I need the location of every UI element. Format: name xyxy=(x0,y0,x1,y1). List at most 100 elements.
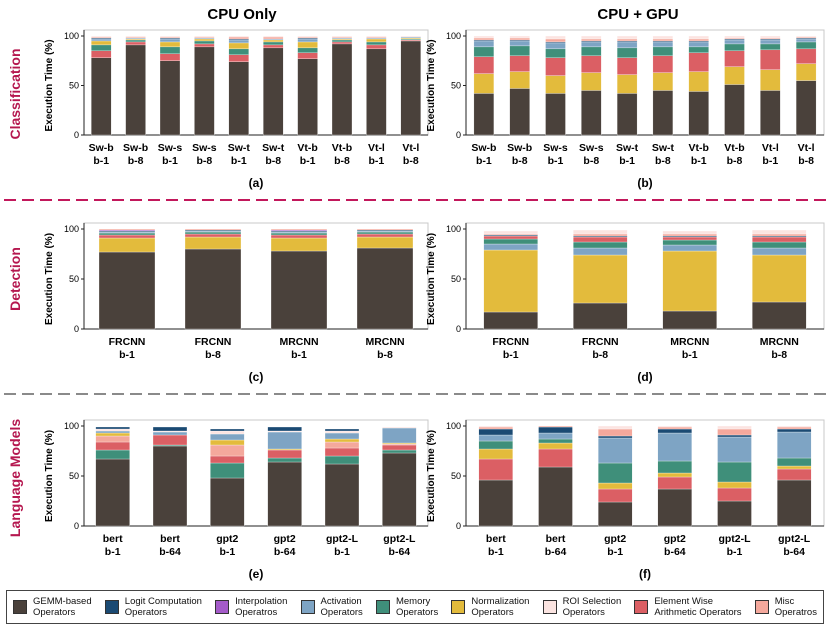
x-tick-label-model: Sw-b xyxy=(123,142,148,154)
x-tick-label-batch: b-1 xyxy=(691,155,707,167)
bar-segment-elem xyxy=(194,43,215,48)
y-axis-label: Execution Time (%) xyxy=(426,39,437,131)
bar-segment-roi xyxy=(324,430,360,434)
legend-item-logit: Logit Computation Operators xyxy=(104,596,202,618)
bar-segment-norm xyxy=(509,71,530,89)
x-tick-label-model: Vt-l xyxy=(402,142,419,154)
x-tick-label-batch: b-1 xyxy=(119,349,135,361)
bar-segment-mem xyxy=(652,46,674,56)
bar-segment-gemm xyxy=(717,500,752,527)
bar-segment-misc xyxy=(95,435,130,443)
x-tick-label-batch: b-1 xyxy=(334,546,350,558)
x-tick-label-batch: b-1 xyxy=(488,546,504,558)
bar-segment-gemm xyxy=(356,247,414,330)
bar-segment-mem xyxy=(270,232,328,236)
chart-caption: (c) xyxy=(249,370,264,384)
bar-segment-mem xyxy=(331,39,353,43)
legend-item-act: Activation Operators xyxy=(300,596,363,618)
bar-segment-roi xyxy=(752,229,807,235)
bar-segment-elem xyxy=(184,233,242,238)
bar-segment-roi xyxy=(194,35,215,38)
bar-segment-norm xyxy=(263,39,284,43)
bar-segment-roi xyxy=(125,35,146,38)
bar-segment-act xyxy=(760,39,781,45)
bar-segment-act xyxy=(478,434,513,442)
x-tick-label-batch: b-8 xyxy=(798,155,814,167)
x-tick-label-batch: b-1 xyxy=(762,155,778,167)
bar-segment-gemm xyxy=(184,248,242,330)
bar-segment-mem xyxy=(267,457,302,463)
bar-segment-gemm xyxy=(331,43,353,136)
bar-segment-gemm xyxy=(194,46,215,136)
x-tick-label-batch: b-8 xyxy=(655,155,671,167)
x-tick-label-model: Sw-b xyxy=(507,142,532,154)
bar-segment-elem xyxy=(152,434,188,446)
legend-label: Element Wise Arithmetic Operators xyxy=(654,596,742,618)
bar-segment-elem xyxy=(324,447,360,457)
x-tick-label-model: Sw-s xyxy=(192,142,217,154)
x-tick-label-batch: b-64 xyxy=(664,546,686,558)
bar-segment-act xyxy=(509,40,530,47)
bar-segment-roi xyxy=(760,35,781,39)
bar-segment-gemm xyxy=(263,47,284,136)
x-tick-label-model: Vt-l xyxy=(798,142,815,154)
chart-caption: (b) xyxy=(637,176,652,190)
bar-segment-roi xyxy=(652,35,674,40)
bar-segment-gemm xyxy=(760,90,781,136)
x-tick-label-batch: b-8 xyxy=(583,155,599,167)
bar-segment-act xyxy=(159,38,181,43)
y-tick-label: 50 xyxy=(451,274,461,284)
x-tick-label-batch: b-8 xyxy=(265,155,281,167)
bar-segment-norm xyxy=(752,254,807,303)
bar-segment-elem xyxy=(573,236,628,243)
bar-segment-misc xyxy=(228,36,249,40)
y-tick-label: 0 xyxy=(456,521,461,531)
bar-segment-roi xyxy=(228,35,249,38)
column-title-cpu-gpu: CPU + GPU xyxy=(597,6,678,23)
bar-segment-elem xyxy=(581,55,602,73)
bar-segment-mem xyxy=(263,41,284,46)
bar-segment-elem xyxy=(483,235,538,240)
bar-segment-act xyxy=(657,432,692,462)
bar-segment-roi xyxy=(545,35,566,40)
bar-segment-mem xyxy=(366,41,387,46)
bar-segment-elem xyxy=(545,57,566,76)
bar-segment-gemm xyxy=(662,310,717,330)
bar-segment-misc xyxy=(356,228,414,231)
bar-segment-gemm xyxy=(509,88,530,136)
bar-segment-act xyxy=(777,431,812,459)
bar-segment-act xyxy=(324,432,360,440)
x-tick-label-batch: b-64 xyxy=(545,546,567,558)
legend-label: Interpolation Operatros xyxy=(235,596,288,618)
bar-segment-mem xyxy=(760,43,781,51)
bar-segment-act xyxy=(483,243,538,251)
bar-segment-norm xyxy=(545,75,566,94)
bar-segment-gemm xyxy=(657,488,692,527)
x-tick-label-model: Sw-s xyxy=(158,142,183,154)
bar-segment-roi xyxy=(777,425,812,428)
y-tick-label: 0 xyxy=(456,324,461,334)
bar-segment-elem xyxy=(98,234,156,239)
y-tick-label: 0 xyxy=(74,521,79,531)
y-tick-label: 50 xyxy=(69,274,79,284)
bar-segment-norm xyxy=(724,66,745,85)
bar-segment-act xyxy=(598,437,633,464)
bar-segment-gemm xyxy=(538,466,573,527)
bar-segment-elem xyxy=(95,441,130,451)
x-tick-label-model: Vt-l xyxy=(368,142,385,154)
bar-segment-mem xyxy=(598,462,633,484)
bar-segment-norm xyxy=(324,438,360,443)
bar-segment-mem xyxy=(509,45,530,56)
x-tick-label-model: FRCNN xyxy=(109,336,146,348)
chart-caption: (a) xyxy=(249,176,264,190)
x-tick-label-model: gpt2 xyxy=(664,533,686,545)
bar-segment-elem xyxy=(616,57,638,75)
x-tick-label-model: Vt-l xyxy=(762,142,779,154)
bar-segment-misc xyxy=(545,38,566,43)
bar-segment-logit xyxy=(152,426,188,432)
bar-segment-act xyxy=(91,38,112,42)
bar-segment-norm xyxy=(777,465,812,470)
